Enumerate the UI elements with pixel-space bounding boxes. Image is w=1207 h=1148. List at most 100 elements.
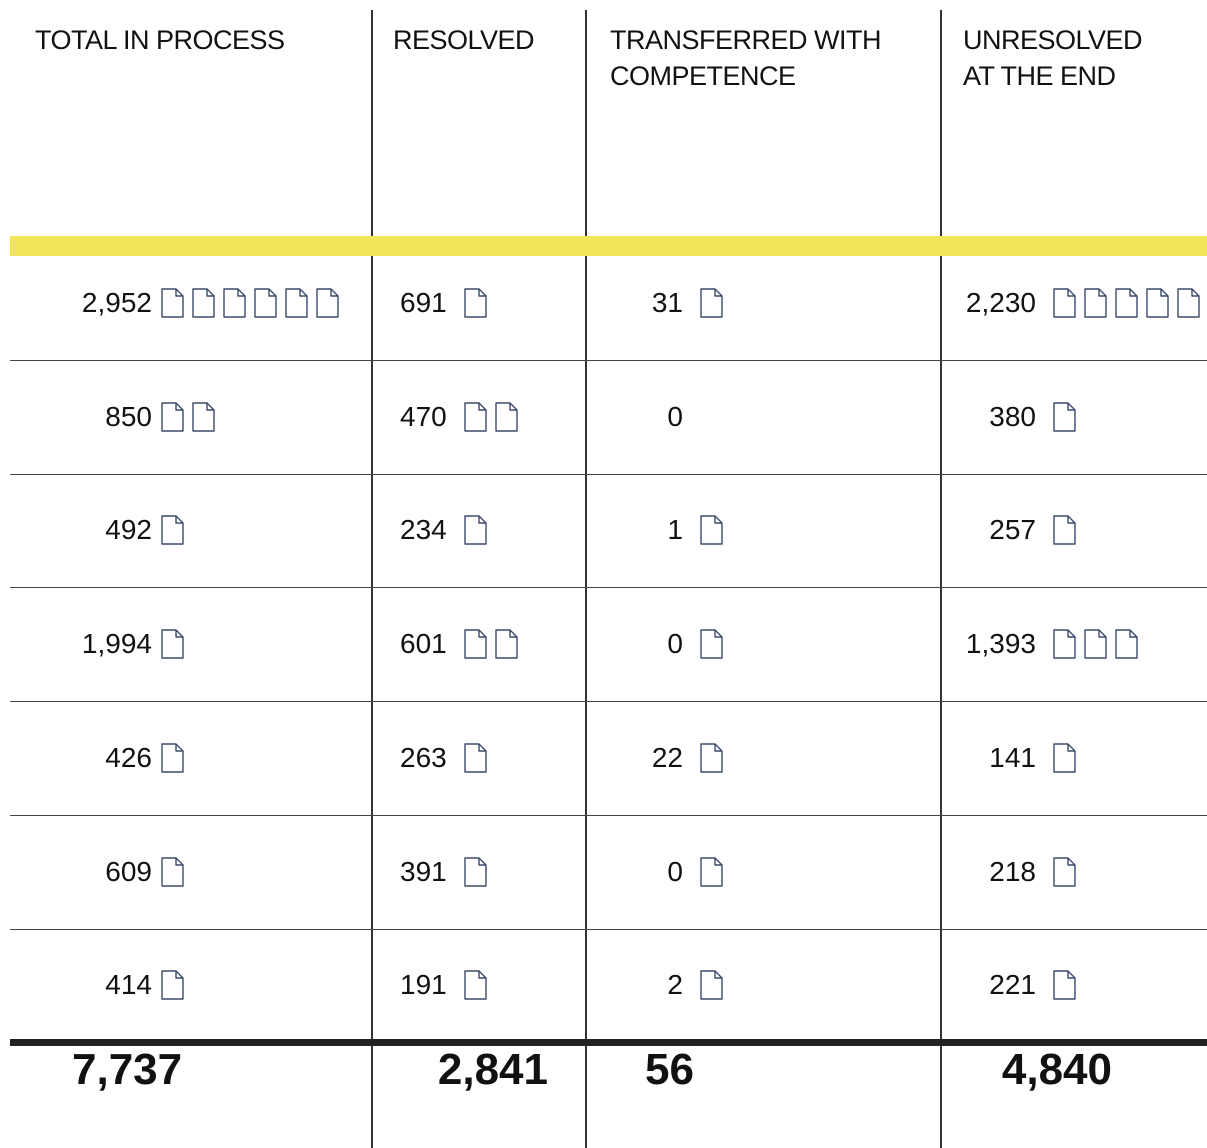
column-divider	[585, 10, 587, 1148]
document-icon	[161, 970, 184, 1000]
cell: 470	[400, 397, 521, 437]
document-icon	[700, 629, 723, 659]
cell-value: 141	[989, 741, 1036, 773]
document-icon	[1053, 743, 1076, 773]
document-icon	[161, 288, 184, 318]
cell-value: 2	[667, 969, 683, 1001]
document-icon	[161, 401, 184, 432]
icon-group	[461, 628, 521, 660]
icon-group	[461, 742, 490, 774]
document-icon	[464, 629, 487, 659]
column-divider	[940, 10, 942, 1148]
icon-group	[158, 401, 218, 433]
document-icon	[495, 629, 518, 659]
document-icon	[1053, 401, 1076, 432]
document-icon	[464, 970, 487, 1000]
cell-value: 2,952	[81, 287, 152, 318]
cell-value: 1,393	[965, 628, 1036, 660]
cell-value: 0	[667, 855, 683, 887]
document-icon	[1084, 288, 1107, 318]
cell-value: 850	[105, 400, 152, 432]
row-divider	[10, 360, 1207, 361]
cell-value: 1,994	[81, 628, 152, 660]
cell-value: 2,230	[965, 287, 1036, 318]
total-rule	[10, 1039, 1207, 1046]
document-icon	[464, 288, 487, 318]
document-icon	[1053, 288, 1076, 318]
cell-value: 263	[400, 741, 447, 773]
document-icon	[161, 629, 184, 659]
header-cell: TOTAL IN PROCESS	[35, 25, 285, 55]
icon-group	[158, 514, 187, 546]
document-icon	[1053, 629, 1076, 659]
icon-group	[697, 969, 726, 1001]
total-cell: 7,737	[72, 1045, 183, 1094]
document-icon	[161, 743, 184, 773]
cell: 263	[400, 738, 490, 778]
cell-value: 31	[651, 287, 683, 318]
header-cell: TRANSFERRED WITH COMPETENCE	[610, 25, 882, 91]
document-icon	[464, 401, 487, 432]
document-icon	[192, 288, 215, 318]
document-icon	[316, 288, 339, 318]
document-icon	[464, 515, 487, 546]
document-icon	[285, 288, 308, 318]
row-divider	[10, 587, 1207, 589]
cell-value: 601	[400, 628, 447, 660]
document-icon	[700, 515, 723, 546]
document-icon	[464, 743, 487, 773]
icon-group	[697, 514, 726, 546]
icon-group	[461, 856, 490, 888]
cell-value: 380	[989, 400, 1036, 432]
header-band	[10, 236, 1207, 256]
cell: 391	[400, 852, 490, 892]
total-cell: 56	[645, 1045, 694, 1094]
cell-value: 191	[400, 969, 447, 1001]
cell: 191	[400, 965, 490, 1005]
header-cell: RESOLVED	[393, 25, 535, 55]
document-icon	[464, 856, 487, 887]
total-cell: 2,841	[437, 1045, 548, 1094]
document-icon	[1084, 629, 1107, 659]
document-icon	[254, 288, 277, 318]
icon-group	[697, 287, 726, 319]
column-divider	[371, 10, 373, 1148]
document-icon	[1115, 288, 1138, 318]
document-icon	[223, 288, 246, 318]
icon-group	[1050, 401, 1079, 433]
row-divider	[10, 928, 1207, 930]
cell-value: 0	[667, 628, 683, 660]
cell-value: 414	[105, 969, 152, 1001]
document-icon	[1177, 288, 1200, 318]
document-icon	[495, 401, 518, 432]
document-icon	[700, 288, 723, 318]
icon-group	[461, 401, 521, 433]
icon-group	[697, 742, 726, 774]
cell-value: 426	[105, 741, 152, 773]
row-divider	[10, 473, 1207, 475]
cell: 601	[400, 624, 521, 664]
icon-group	[697, 628, 726, 660]
cell-value: 691	[400, 287, 447, 318]
icon-group	[158, 969, 187, 1001]
icon-group	[1050, 514, 1079, 546]
cell-value: 234	[400, 514, 447, 546]
icon-group	[461, 287, 490, 319]
total-cell: 4,840	[1001, 1045, 1112, 1094]
icon-group	[1050, 628, 1141, 660]
cell-value: 470	[400, 400, 447, 432]
cell-value: 492	[105, 514, 152, 546]
document-icon	[700, 743, 723, 773]
cell-value: 391	[400, 855, 447, 887]
document-icon	[192, 401, 215, 432]
document-icon	[1053, 856, 1076, 887]
cell-value: 218	[989, 855, 1036, 887]
cell-value: 1	[667, 514, 683, 546]
cell-value: 221	[989, 969, 1036, 1001]
icon-group	[461, 514, 490, 546]
row-divider	[10, 701, 1207, 703]
icon-group	[158, 287, 342, 319]
header-cell: UNRESOLVED AT THE END	[963, 25, 1143, 91]
document-icon	[700, 856, 723, 887]
